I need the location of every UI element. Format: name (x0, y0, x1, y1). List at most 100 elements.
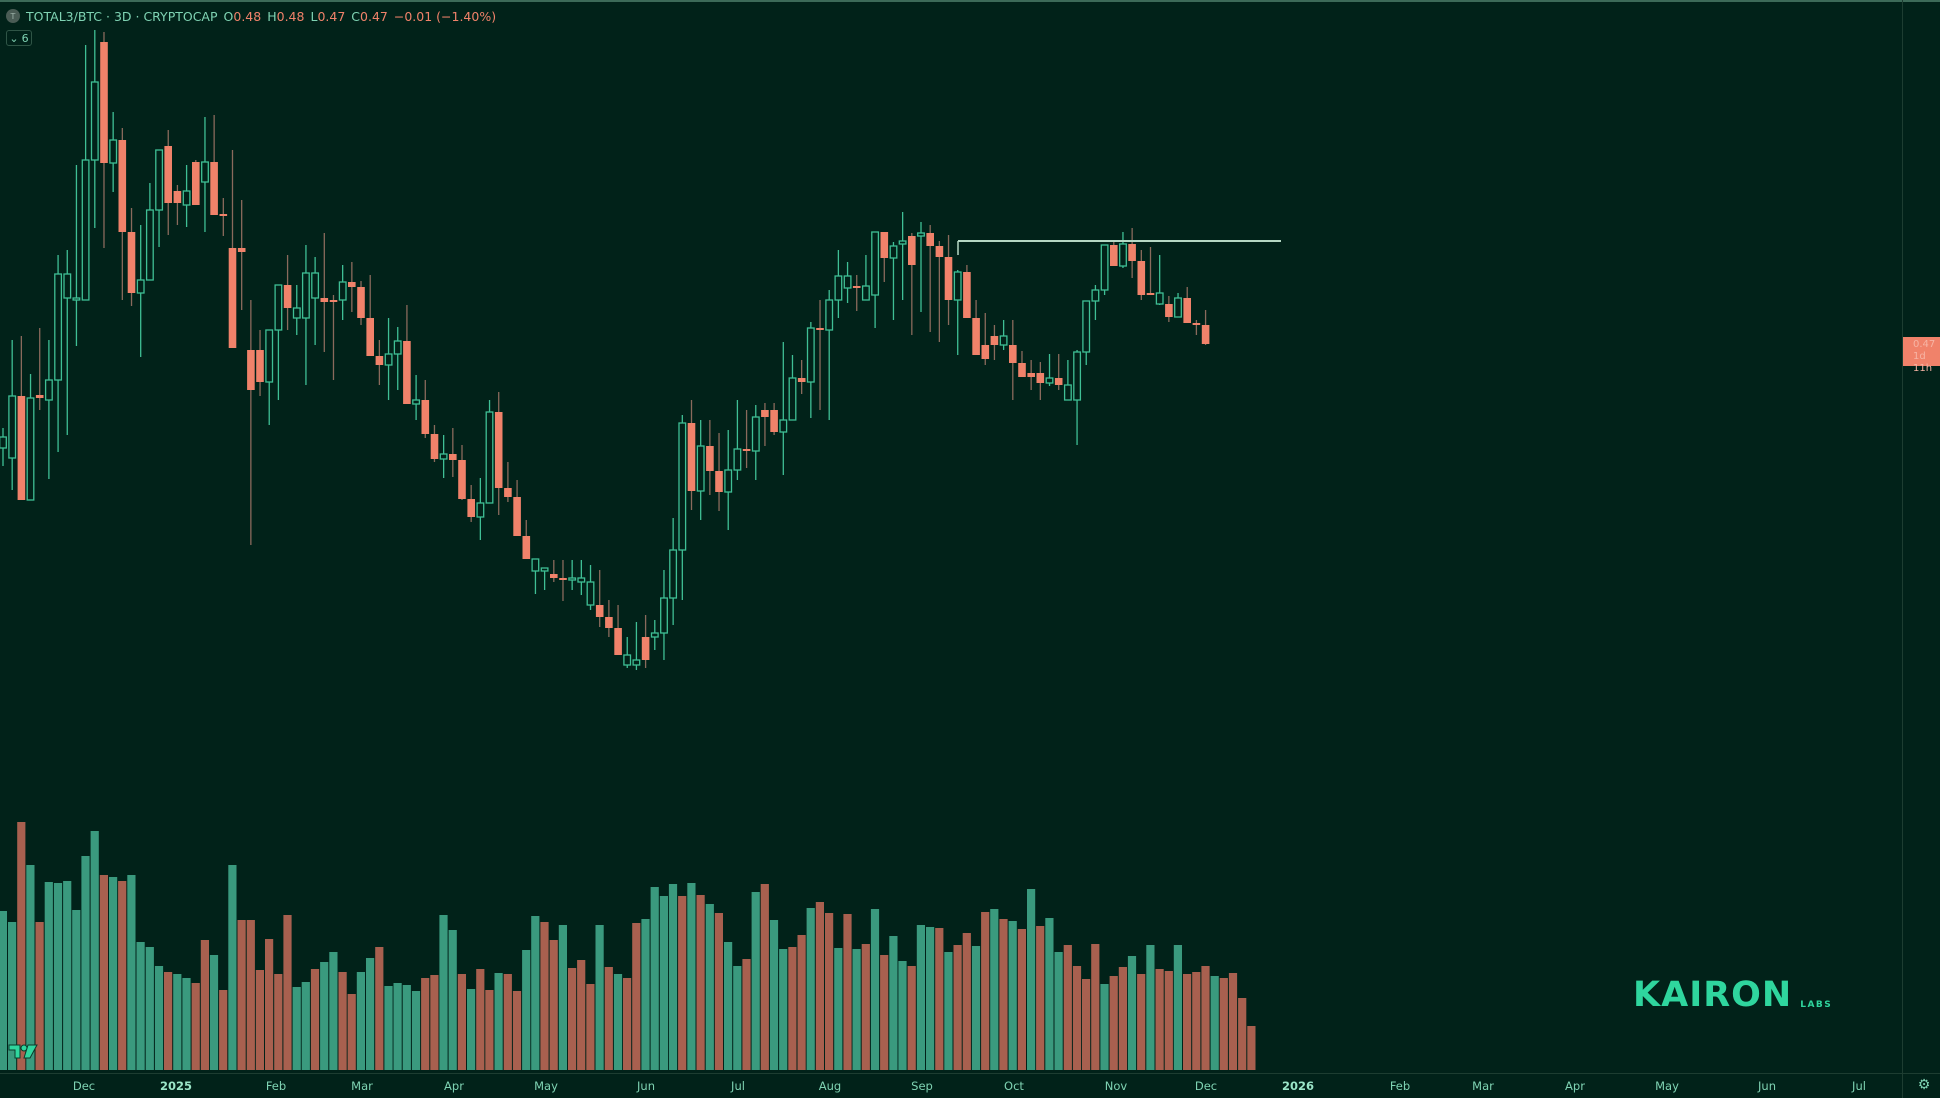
candle (586, 565, 595, 610)
candle (449, 428, 457, 477)
candle (228, 150, 237, 348)
candle (595, 570, 604, 627)
candle (1027, 360, 1035, 390)
candle (1036, 362, 1045, 400)
symbol-logo-icon: T (6, 9, 20, 23)
time-axis[interactable]: Dec 2025 Feb Mar Apr May Jun Jul Aug Sep Oct Nov Dec… (0, 1073, 1940, 1098)
candle (384, 318, 393, 400)
candle (632, 622, 641, 670)
candle (237, 200, 246, 310)
candle (779, 342, 788, 475)
candle (265, 329, 274, 425)
candle (1009, 320, 1017, 400)
volume-bar (668, 884, 678, 1070)
candle (706, 420, 714, 495)
time-tick-oct: Oct (1004, 1079, 1024, 1093)
candle (430, 425, 439, 462)
candle (100, 32, 108, 248)
volume-bar (916, 925, 925, 1070)
time-tick-may: May (1655, 1079, 1679, 1093)
settings-icon[interactable]: ⚙ (1917, 1077, 1931, 1093)
candle (742, 410, 751, 468)
indicator-count: 6 (21, 31, 29, 45)
change-value: −0.01 (−1.40%) (393, 8, 497, 24)
volume-bar (898, 961, 907, 1070)
bar-countdown: 1d 11h (1913, 351, 1933, 374)
volume-bar (953, 945, 962, 1070)
candle (880, 232, 889, 282)
chart-canvas[interactable] (0, 0, 1902, 1073)
volume-bar (209, 955, 219, 1070)
candle (788, 355, 797, 421)
candle (26, 374, 35, 501)
volume-bar (1054, 952, 1063, 1070)
volume-bar (1008, 921, 1017, 1070)
time-tick-aug: Aug (818, 1079, 842, 1093)
time-tick-dec: Dec (72, 1079, 96, 1093)
candle (145, 183, 154, 281)
candle (54, 255, 63, 452)
symbol-title[interactable]: TOTAL3/BTC · 3D · CRYPTOCAP (26, 8, 218, 24)
candle (421, 380, 430, 438)
volume-bar (430, 975, 439, 1070)
volume-bar (1027, 889, 1036, 1070)
candle (458, 445, 466, 500)
time-tick-sep: Sep (911, 1079, 933, 1093)
volume-bar (880, 955, 889, 1070)
volume-bar (742, 959, 751, 1070)
symbol-legend[interactable]: T TOTAL3/BTC · 3D · CRYPTOCAP O0.48 H0.4… (6, 7, 496, 25)
time-tick-nov: Nov (1104, 1079, 1128, 1093)
indicators-collapse-button[interactable]: ⌄ 6 (6, 30, 32, 46)
volume-bar (485, 990, 494, 1070)
candle (109, 112, 118, 192)
volume-bar (623, 978, 632, 1070)
volume-bar (540, 922, 549, 1070)
volume-bar (338, 972, 347, 1070)
volume-bar (512, 991, 522, 1070)
candle (8, 340, 17, 490)
candle (641, 615, 650, 668)
volume-bar (558, 925, 567, 1070)
candle (1146, 247, 1155, 295)
tradingview-logo-icon[interactable] (8, 1043, 38, 1060)
volume-bar (164, 972, 173, 1070)
volume-bar (145, 947, 154, 1070)
candle (724, 430, 733, 530)
candle (155, 149, 164, 247)
candle (944, 235, 953, 325)
open-value: 0.48 (233, 8, 262, 24)
candle (283, 255, 292, 330)
volume-bar (44, 882, 53, 1070)
candle (696, 420, 705, 520)
volume-bar (678, 896, 687, 1070)
volume-bar (907, 966, 916, 1070)
candle (715, 433, 723, 511)
candle (761, 403, 769, 446)
volume-bar (154, 966, 164, 1070)
candle (44, 340, 53, 479)
candle (861, 255, 870, 301)
volume-bar (1091, 944, 1100, 1070)
volume-bar (1201, 966, 1210, 1070)
chevron-down-icon: ⌄ (9, 31, 19, 45)
volume-bar (127, 875, 136, 1070)
volume-bar (0, 911, 7, 1070)
volume-bar (843, 914, 852, 1070)
volume-bar (1082, 979, 1091, 1070)
volume-bar (200, 940, 209, 1070)
volume-bar (797, 935, 806, 1070)
time-tick-jul: Jul (731, 1079, 745, 1093)
watermark-sub: LABS (1800, 1000, 1833, 1010)
volume-bar (825, 913, 834, 1070)
candle (605, 600, 613, 637)
watermark-brand: KAIRON (1633, 975, 1793, 1015)
candle (733, 400, 742, 480)
volume-bar (356, 972, 365, 1070)
candle (90, 30, 99, 228)
volume-bar (63, 881, 72, 1070)
volume-bar (1017, 929, 1026, 1070)
volume-bar (393, 983, 402, 1070)
volume-bar (531, 916, 540, 1070)
volume-bar (310, 969, 320, 1070)
volume-bar (1072, 966, 1082, 1070)
